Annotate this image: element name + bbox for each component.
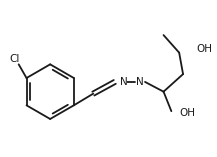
Text: N: N xyxy=(120,77,127,87)
Text: Cl: Cl xyxy=(10,54,20,63)
Text: OH: OH xyxy=(179,108,195,118)
Text: OH: OH xyxy=(197,44,213,54)
Text: N: N xyxy=(136,77,144,87)
